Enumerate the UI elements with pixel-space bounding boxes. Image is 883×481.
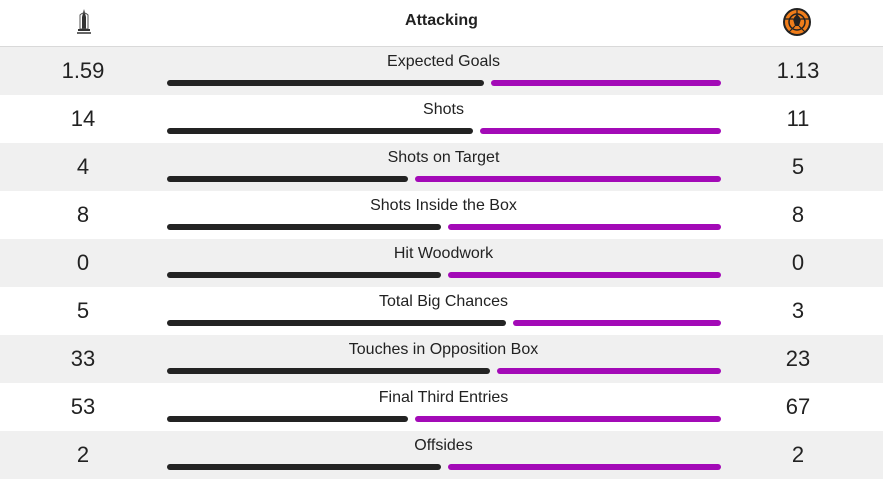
section-title: Attacking (405, 12, 478, 29)
stat-row: 0 Hit Woodwork 0 (0, 239, 883, 287)
home-bar (167, 128, 473, 134)
home-stat-value: 14 (70, 106, 96, 131)
home-bar (167, 176, 408, 182)
comparison-bar (167, 368, 721, 374)
away-stat-value: 3 (791, 298, 805, 323)
stat-row: 2 Offsides 2 (0, 431, 883, 479)
stat-row: 33 Touches in Opposition Box 23 (0, 335, 883, 383)
home-bar (167, 464, 441, 470)
away-bar (513, 320, 721, 326)
home-stat-value: 5 (76, 298, 90, 323)
home-stat-value: 1.59 (61, 58, 105, 83)
away-stat-value: 2 (791, 442, 805, 467)
comparison-bar (167, 272, 721, 278)
home-stat-value: 2 (76, 442, 90, 467)
away-stat-value: 67 (785, 394, 811, 419)
comparison-bar (167, 224, 721, 230)
home-bar (167, 272, 441, 278)
stat-row: 5 Total Big Chances 3 (0, 287, 883, 335)
home-team-crest-icon[interactable] (69, 7, 99, 37)
stat-label: Total Big Chances (379, 293, 508, 310)
away-stat-value: 8 (791, 202, 805, 227)
stat-label: Shots (423, 101, 464, 118)
home-bar (167, 320, 506, 326)
stat-label: Expected Goals (387, 53, 500, 70)
stat-row: 4 Shots on Target 5 (0, 143, 883, 191)
stat-row: 1.59 Expected Goals 1.13 (0, 47, 883, 95)
away-stat-value: 11 (786, 106, 810, 131)
away-bar (415, 416, 721, 422)
away-bar (480, 128, 721, 134)
home-stat-value: 33 (70, 346, 96, 371)
away-bar (448, 272, 721, 278)
home-bar (167, 416, 408, 422)
away-team-crest-icon[interactable] (782, 7, 812, 37)
comparison-bar (167, 320, 721, 326)
stat-label: Shots Inside the Box (370, 197, 517, 214)
home-stat-value: 4 (76, 154, 90, 179)
stat-label: Shots on Target (387, 149, 500, 166)
stats-header: Attacking (0, 0, 883, 47)
stat-label: Touches in Opposition Box (348, 341, 539, 358)
home-stat-value: 8 (76, 202, 90, 227)
away-stat-value: 1.13 (776, 58, 820, 83)
away-bar (415, 176, 721, 182)
home-bar (167, 368, 490, 374)
stat-row: 14 Shots 11 (0, 95, 883, 143)
home-bar (167, 80, 484, 86)
home-bar (167, 224, 441, 230)
comparison-bar (167, 464, 721, 470)
home-stat-value: 53 (70, 394, 96, 419)
stat-label: Offsides (414, 437, 473, 454)
away-stat-value: 23 (785, 346, 811, 371)
away-stat-value: 0 (791, 250, 805, 275)
away-bar (491, 80, 721, 86)
stat-label: Hit Woodwork (393, 245, 494, 262)
stats-list: 1.59 Expected Goals 1.13 14 Shots 11 4 Shots on… (0, 47, 883, 479)
away-bar (497, 368, 721, 374)
away-stat-value: 5 (791, 154, 805, 179)
stat-label: Final Third Entries (378, 389, 509, 406)
stat-row: 8 Shots Inside the Box 8 (0, 191, 883, 239)
away-bar (448, 224, 721, 230)
comparison-bar (167, 80, 721, 86)
comparison-bar (167, 416, 721, 422)
home-stat-value: 0 (76, 250, 90, 275)
comparison-bar (167, 176, 721, 182)
comparison-bar (167, 128, 721, 134)
away-bar (448, 464, 721, 470)
stat-row: 53 Final Third Entries 67 (0, 383, 883, 431)
